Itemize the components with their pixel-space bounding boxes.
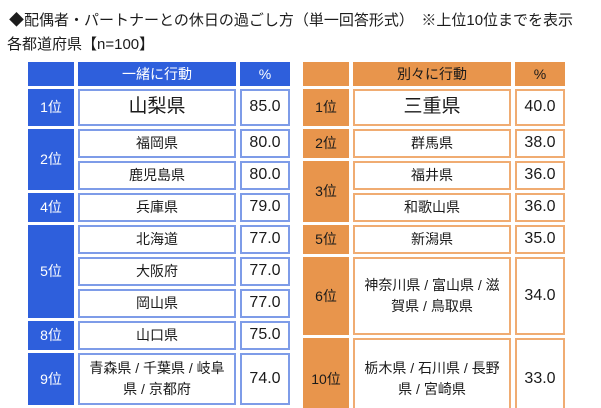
percent-header-cell: % — [240, 62, 290, 86]
percent-cell: 36.0 — [515, 192, 565, 222]
percent-cell: 77.0 — [240, 288, 290, 318]
rank-cell: 5位 — [303, 224, 349, 254]
table-row: 3位 福井県 36.0 — [303, 160, 565, 222]
rank-cell: 1位 — [303, 89, 349, 126]
prefecture-cell: 新潟県 — [353, 224, 511, 254]
percent-cell: 33.0 — [515, 337, 565, 408]
prefecture-cell: 兵庫県 — [78, 192, 236, 222]
rank-cell: 4位 — [28, 192, 74, 222]
rank-header-cell — [28, 62, 74, 86]
table-row: 5位 北海道 77.0 — [28, 224, 290, 318]
rank-cell: 2位 — [28, 128, 74, 190]
table-row: 大阪府 77.0 — [28, 256, 290, 286]
percent-cell: 74.0 — [240, 352, 290, 405]
percent-cell: 77.0 — [240, 256, 290, 286]
table-header-row: 一緒に行動 % — [28, 62, 290, 86]
percent-cell: 35.0 — [515, 224, 565, 254]
figure-subtitle: 各都道府県【n=100】 — [7, 36, 155, 53]
prefecture-cell: 大阪府 — [78, 256, 236, 286]
prefecture-cell: 和歌山県 — [353, 192, 511, 222]
prefecture-cell: 福岡県 — [78, 128, 236, 158]
rank-cell: 5位 — [28, 224, 74, 318]
prefecture-cell: 群馬県 — [353, 128, 511, 158]
table-row: 和歌山県 36.0 — [303, 192, 565, 222]
table-row: 2位 群馬県 38.0 — [303, 128, 565, 158]
table-row: 岡山県 77.0 — [28, 288, 290, 318]
percent-cell: 85.0 — [240, 89, 290, 126]
separate-table: 別々に行動 % 1位 三重県 40.0 2位 群馬県 38.0 3位 福井県 3… — [299, 59, 569, 408]
prefecture-cell: 北海道 — [78, 224, 236, 254]
percent-cell: 75.0 — [240, 320, 290, 350]
prefecture-cell: 栃木県 / 石川県 / 長野県 / 宮崎県 — [353, 337, 511, 408]
rank-cell: 1位 — [28, 89, 74, 126]
figure-title: ◆配偶者・パートナーとの休日の過ごし方（単一回答形式） ※上位10位までを表示 — [9, 12, 574, 29]
table-row: 1位 山梨県 85.0 — [28, 89, 290, 126]
percent-cell: 79.0 — [240, 192, 290, 222]
prefecture-cell: 三重県 — [353, 89, 511, 126]
prefecture-cell: 福井県 — [353, 160, 511, 190]
rank-cell: 3位 — [303, 160, 349, 222]
rank-cell: 9位 — [28, 352, 74, 405]
together-table-title: 一緒に行動 — [78, 62, 236, 86]
prefecture-cell: 鹿児島県 — [78, 160, 236, 190]
table-row: 4位 兵庫県 79.0 — [28, 192, 290, 222]
together-table: 一緒に行動 % 1位 山梨県 85.0 2位 福岡県 80.0 鹿児島県 80.… — [24, 59, 294, 408]
prefecture-cell: 山梨県 — [78, 89, 236, 126]
prefecture-cell: 神奈川県 / 富山県 / 滋賀県 / 鳥取県 — [353, 256, 511, 335]
rank-cell: 10位 — [303, 337, 349, 408]
percent-cell: 36.0 — [515, 160, 565, 190]
percent-cell: 38.0 — [515, 128, 565, 158]
table-row: 1位 三重県 40.0 — [303, 89, 565, 126]
prefecture-cell: 青森県 / 千葉県 / 岐阜県 / 京都府 — [78, 352, 236, 405]
percent-cell: 80.0 — [240, 128, 290, 158]
table-row: 10位 栃木県 / 石川県 / 長野県 / 宮崎県 33.0 — [303, 337, 565, 408]
separate-table-title: 別々に行動 — [353, 62, 511, 86]
table-row: 鹿児島県 80.0 — [28, 160, 290, 190]
table-row: 8位 山口県 75.0 — [28, 320, 290, 350]
percent-cell: 40.0 — [515, 89, 565, 126]
rank-cell: 6位 — [303, 256, 349, 335]
percent-cell: 34.0 — [515, 256, 565, 335]
table-row: 2位 福岡県 80.0 — [28, 128, 290, 190]
percent-cell: 80.0 — [240, 160, 290, 190]
prefecture-cell: 岡山県 — [78, 288, 236, 318]
percent-header-cell: % — [515, 62, 565, 86]
table-row: 5位 新潟県 35.0 — [303, 224, 565, 254]
table-row: 9位 青森県 / 千葉県 / 岐阜県 / 京都府 74.0 — [28, 352, 290, 405]
rank-cell: 8位 — [28, 320, 74, 350]
table-row: 6位 神奈川県 / 富山県 / 滋賀県 / 鳥取県 34.0 — [303, 256, 565, 335]
rank-header-cell — [303, 62, 349, 86]
percent-cell: 77.0 — [240, 224, 290, 254]
prefecture-cell: 山口県 — [78, 320, 236, 350]
table-header-row: 別々に行動 % — [303, 62, 565, 86]
rank-cell: 2位 — [303, 128, 349, 158]
